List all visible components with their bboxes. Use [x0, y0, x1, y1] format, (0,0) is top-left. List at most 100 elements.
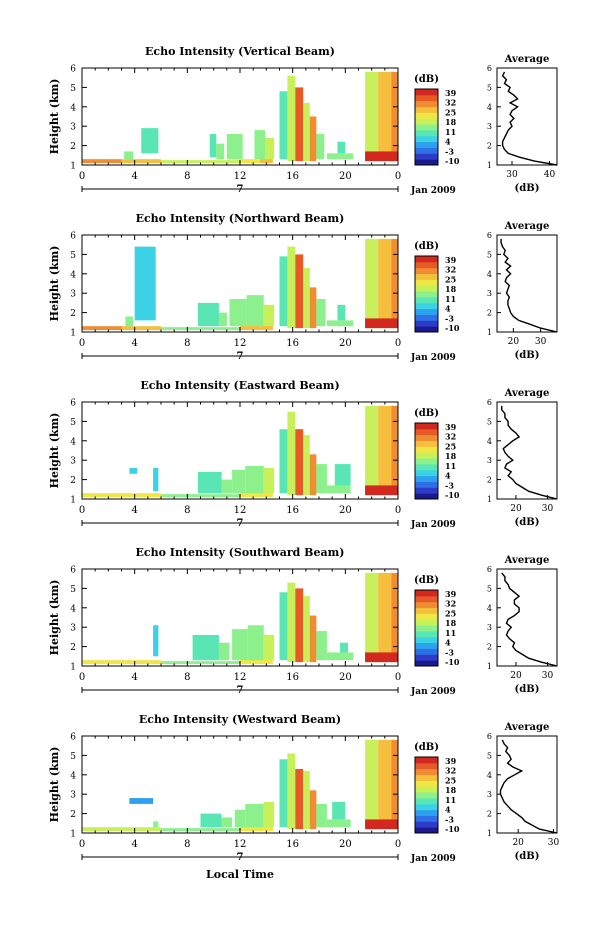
y-axis-label: Height (km) [48, 246, 61, 322]
profile-x-tick-label: 20 [508, 337, 520, 347]
date-right-label: Jan 2009 [410, 353, 456, 363]
colorbar-label: (dB) [414, 575, 439, 586]
profile-y-tick-label: 4 [487, 437, 492, 446]
colorbar-tick-label: -3 [445, 647, 454, 657]
echo-cell [82, 326, 122, 331]
heatmap-area [82, 739, 398, 832]
colorbar-frame [414, 88, 439, 166]
profile-x-label: (dB) [515, 517, 540, 528]
colorbar-swatch [415, 780, 438, 787]
y-tick-label: 5 [70, 585, 76, 595]
echo-cell [192, 634, 219, 661]
panel-title: Echo Intensity (Vertical Beam) [145, 45, 335, 58]
echo-cell [326, 320, 354, 327]
colorbar-tick-label: 11 [445, 127, 456, 137]
colorbar-tick-label: 32 [445, 599, 456, 609]
profile-x-label: (dB) [515, 851, 540, 862]
colorbar-swatch [415, 428, 438, 436]
y-tick-label: 1 [70, 162, 76, 172]
colorbar-swatch [415, 607, 438, 614]
y-tick-label: 3 [70, 123, 76, 133]
colorbar-swatch [415, 106, 438, 113]
colorbar-swatch [415, 803, 438, 811]
echo-cell [82, 660, 161, 665]
echo-cell [287, 582, 296, 663]
echo-cell [391, 572, 398, 663]
colorbar-swatch [415, 440, 438, 447]
date-right-label: Jan 2009 [410, 687, 456, 697]
profile-y-tick-label: 3 [487, 289, 492, 298]
profile-y-tick-label: 2 [487, 309, 492, 318]
echo-cell [240, 159, 260, 164]
echo-cell [316, 631, 327, 661]
x-tick-label: 0 [79, 672, 85, 683]
x-tick-label: 4 [131, 839, 137, 850]
colorbar-swatch [415, 434, 438, 442]
echo-cell [161, 828, 240, 832]
x-tick-label: 4 [131, 505, 137, 516]
profile-y-tick-label: 6 [487, 231, 492, 240]
echo-cell [309, 116, 317, 162]
colorbar-swatch [415, 630, 438, 638]
echo-cell [234, 809, 246, 828]
echo-cell [263, 801, 275, 828]
y-tick-label: 1 [70, 329, 76, 339]
echo-cell [218, 312, 227, 327]
colorbar-swatch [415, 493, 438, 500]
colorbar-swatch [415, 625, 438, 632]
profile-y-tick-label: 6 [487, 732, 492, 741]
colorbar-tick-label: -10 [445, 657, 460, 667]
y-axis-label: Height (km) [48, 580, 61, 656]
y-tick-label: 3 [70, 791, 76, 801]
colorbar-tick-label: -10 [445, 323, 460, 333]
y-tick-label: 2 [70, 309, 76, 319]
y-axis-label: Height (km) [48, 747, 61, 823]
profile-y-tick-label: 2 [487, 476, 492, 485]
panel-title: Echo Intensity (Eastward Beam) [140, 379, 339, 392]
echo-cell [279, 256, 288, 327]
colorbar-tick-label: 32 [445, 766, 456, 776]
profile-title: Average [504, 54, 550, 65]
profile-x-tick-label: 30 [542, 504, 554, 514]
colorbar-tick-label: 18 [445, 785, 457, 795]
profile-y-tick-label: 1 [487, 328, 492, 337]
echo-cell [378, 739, 392, 830]
colorbar-swatch [415, 619, 438, 626]
profile-y-tick-label: 2 [487, 142, 492, 151]
echo-cell [303, 267, 310, 329]
profile-x-tick-label: 30 [548, 838, 560, 848]
x-tick-label: 0 [395, 672, 401, 683]
colorbar-swatch [415, 267, 438, 275]
profile-x-label: (dB) [515, 684, 540, 695]
colorbar-tick-label: -3 [445, 814, 454, 824]
x-tick-label: 16 [286, 171, 299, 182]
echo-cell [245, 466, 264, 494]
y-tick-label: 3 [70, 290, 76, 300]
echo-cell [153, 467, 159, 492]
colorbar-tick-label: 4 [445, 304, 451, 314]
echo-cell [218, 642, 230, 661]
echo-cell [279, 592, 288, 661]
colorbar-swatch [415, 135, 438, 143]
echo-cell [161, 160, 240, 164]
x-tick-label: 20 [339, 672, 352, 683]
colorbar-swatch [415, 94, 438, 102]
echo-cell [263, 304, 275, 327]
colorbar-swatch [415, 273, 438, 280]
colorbar-swatch [415, 302, 438, 310]
colorbar-swatch [415, 291, 438, 298]
x-tick-label: 16 [286, 672, 299, 683]
profile-y-tick-label: 4 [487, 771, 492, 780]
date-right-label: Jan 2009 [410, 854, 456, 864]
echo-cell [161, 661, 240, 665]
echo-cell [295, 588, 304, 663]
colorbar-swatch [415, 124, 438, 131]
colorbar-swatch [415, 423, 438, 430]
profile-frame [496, 234, 558, 333]
echo-cell [332, 801, 346, 820]
colorbar-tick-label: -3 [445, 146, 454, 156]
echo-cell [326, 153, 354, 160]
